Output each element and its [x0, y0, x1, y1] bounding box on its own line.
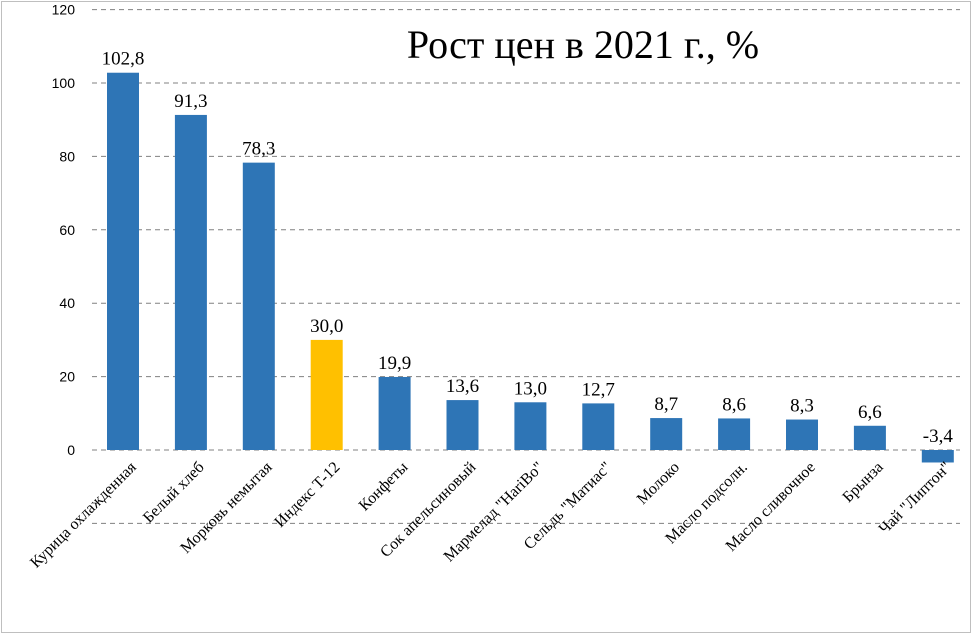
category-label: Белый хлеб: [140, 459, 208, 527]
data-label: 12,7: [582, 379, 615, 400]
bars: [107, 72, 954, 463]
bar: [718, 418, 751, 450]
bar: [921, 450, 954, 463]
y-tick-label: 0: [67, 442, 75, 458]
category-label: Молоко: [634, 459, 683, 508]
data-label: 8,3: [790, 396, 814, 417]
bar: [853, 425, 886, 450]
y-tick-label: 80: [59, 148, 75, 164]
category-label: Брынза: [839, 459, 886, 506]
bar: [786, 419, 818, 450]
data-label: 19,9: [378, 353, 411, 374]
y-tick-label: 40: [59, 295, 75, 311]
category-label: Индекс Т-12: [271, 459, 343, 531]
category-label: Курица охлажденная: [27, 458, 140, 571]
data-label: 6,6: [858, 402, 882, 423]
data-label: 8,6: [722, 394, 746, 415]
y-tick-label: 20: [59, 369, 75, 385]
y-tick-label: 60: [59, 222, 75, 238]
data-label: 8,7: [654, 394, 678, 415]
bar: [650, 418, 683, 450]
data-label: 78,3: [242, 139, 275, 160]
y-tick-label: 120: [52, 2, 76, 18]
data-label: 91,3: [174, 91, 207, 112]
bar: [242, 162, 275, 450]
data-label: 13,0: [514, 378, 547, 399]
y-axis-ticks: 0 20 40 60 80 100 120: [52, 2, 76, 458]
bar: [514, 402, 547, 450]
data-label: -3,4: [923, 426, 954, 447]
bar: [446, 400, 479, 450]
bar: [174, 114, 207, 450]
bar: [378, 376, 411, 450]
data-label: 102,8: [102, 49, 145, 70]
category-label: Чай "Липтон": [876, 459, 955, 538]
chart-title: Рост цен в 2021 г., %: [407, 22, 759, 67]
bar: [582, 403, 615, 450]
bar: [310, 339, 343, 450]
bar: [107, 72, 139, 450]
data-labels: 102,8 91,3 78,3 30,0 19,9 13,6 13,0 12,7 8,7 8,6 8…: [102, 49, 954, 447]
y-tick-label: 100: [52, 75, 76, 91]
data-label: 30,0: [310, 316, 343, 337]
data-label: 13,6: [446, 376, 479, 397]
category-label: Конфеты: [356, 459, 412, 515]
